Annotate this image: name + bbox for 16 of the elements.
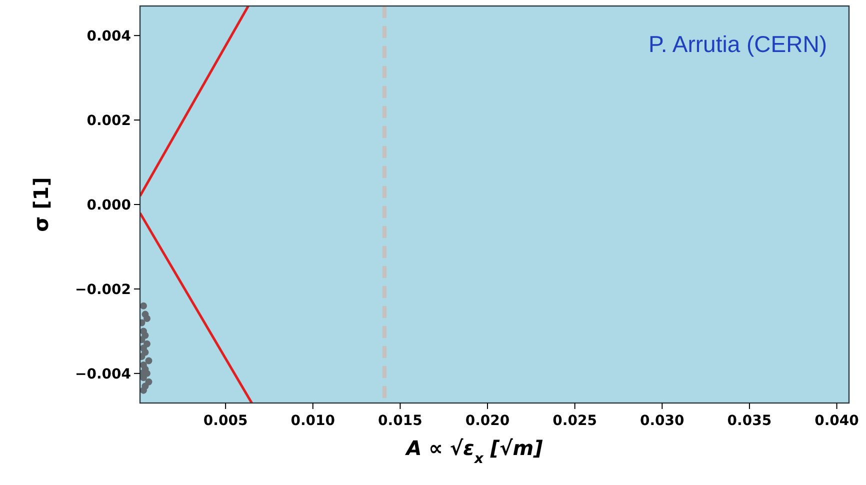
- y-tick-label: 0.000: [86, 198, 132, 214]
- x-tick-label: 0.040: [814, 413, 860, 429]
- x-tick-label: 0.015: [378, 413, 422, 429]
- x-tick-label: 0.025: [552, 413, 597, 429]
- y-axis-title: σ [1]: [29, 177, 53, 232]
- x-tick-label: 0.005: [203, 413, 248, 429]
- x-tick-label: 0.010: [290, 413, 336, 429]
- annotation: P. Arrutia (CERN): [648, 31, 827, 57]
- y-tick-label: 0.004: [86, 28, 132, 45]
- x-tick-label: 0.030: [640, 413, 685, 429]
- x-tick-label: 0.020: [465, 413, 510, 429]
- y-tick-label: −0.004: [74, 366, 132, 382]
- y-tick-label: −0.002: [74, 282, 131, 298]
- y-tick-label: 0.002: [86, 113, 131, 130]
- x-tick-label: 0.035: [727, 413, 772, 429]
- x-axis-title: A ∝ √ε$_{x}$ [√m]: [404, 436, 543, 467]
